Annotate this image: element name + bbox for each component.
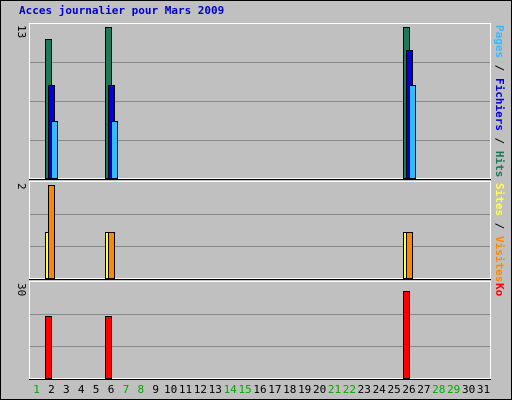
x-tick-label-day-11: 11 [179, 383, 192, 396]
x-tick-label-day-24: 24 [373, 383, 387, 396]
x-tick-label-day-29: 29 [447, 383, 460, 396]
x-tick-label-day-25: 25 [387, 383, 400, 396]
bar-pages-day-26 [409, 85, 416, 179]
x-tick-label-day-17: 17 [268, 383, 281, 396]
legend-separator: / [493, 216, 506, 236]
x-tick-label-day-27: 27 [417, 383, 430, 396]
y-max-label: 30 [15, 283, 28, 296]
y-max-label: 2 [15, 183, 28, 190]
y-max-label: 13 [15, 25, 28, 38]
legend-ko: Ko [493, 283, 506, 297]
panel-2: 2 Sites / Visites [15, 181, 506, 282]
x-tick-label-day-31: 31 [477, 383, 490, 396]
legend-hits: Hits [493, 151, 506, 178]
legend-sites: Sites [493, 183, 506, 216]
x-tick-label-day-10: 10 [164, 383, 177, 396]
chart-title: Acces journalier pour Mars 2009 [19, 4, 224, 17]
panel-1: 13 Pages / Fichiers / Hits [15, 23, 506, 180]
x-tick-label-day-2: 2 [48, 383, 55, 396]
panel-legend: Sites / Visites [493, 183, 506, 282]
legend-fichiers: Fichiers [493, 78, 506, 131]
chart-panels: 13 Pages / Fichiers / Hits 2 Sites / Visite… [15, 23, 506, 380]
bar-pages-day-2 [51, 121, 58, 179]
legend-separator: / [493, 58, 506, 78]
x-tick-label-day-1: 1 [33, 383, 40, 396]
bar-visites-day-2 [48, 185, 55, 279]
legend-separator: / [493, 131, 506, 151]
panel-legend: Pages / Fichiers / Hits [493, 25, 506, 177]
x-tick-label-day-14: 14 [224, 383, 238, 396]
x-tick-label-day-5: 5 [93, 383, 100, 396]
x-tick-label-day-8: 8 [137, 383, 144, 396]
x-tick-label-day-6: 6 [108, 383, 115, 396]
x-axis-day-labels: 1 2 3 4 5 6 7 8 9 10 11 12 13 14 15 16 17 18 19 20 21 22 23 24 2… [33, 383, 490, 396]
bar-ko-day-26 [403, 291, 410, 379]
x-tick-label-day-20: 20 [313, 383, 326, 396]
x-tick-label-day-4: 4 [78, 383, 85, 396]
bar-pages-day-6 [111, 121, 118, 179]
x-tick-label-day-22: 22 [343, 383, 356, 396]
x-tick-label-day-9: 9 [152, 383, 159, 396]
x-tick-label-day-15: 15 [238, 383, 251, 396]
panel-frame [29, 281, 491, 379]
x-tick-label-day-16: 16 [253, 383, 266, 396]
x-tick-label-day-3: 3 [63, 383, 70, 396]
x-tick-label-day-26: 26 [402, 383, 415, 396]
x-tick-label-day-13: 13 [209, 383, 222, 396]
x-tick-label-day-12: 12 [194, 383, 207, 396]
panel-frame [29, 181, 491, 279]
x-tick-label-day-21: 21 [328, 383, 341, 396]
x-tick-label-day-7: 7 [123, 383, 130, 396]
bar-visites-day-6 [108, 232, 115, 279]
x-tick-label-day-18: 18 [283, 383, 296, 396]
x-tick-label-day-23: 23 [358, 383, 371, 396]
panel-3: 30 Ko [15, 281, 506, 380]
bar-visites-day-26 [406, 232, 413, 279]
panel-legend: Ko [493, 283, 506, 297]
legend-pages: Pages [493, 25, 506, 58]
x-tick-label-day-28: 28 [432, 383, 445, 396]
legend-visites: Visites [493, 236, 506, 282]
x-tick-label-day-19: 19 [298, 383, 311, 396]
bar-ko-day-6 [105, 316, 112, 379]
x-tick-label-day-30: 30 [462, 383, 475, 396]
bar-ko-day-2 [45, 316, 52, 379]
